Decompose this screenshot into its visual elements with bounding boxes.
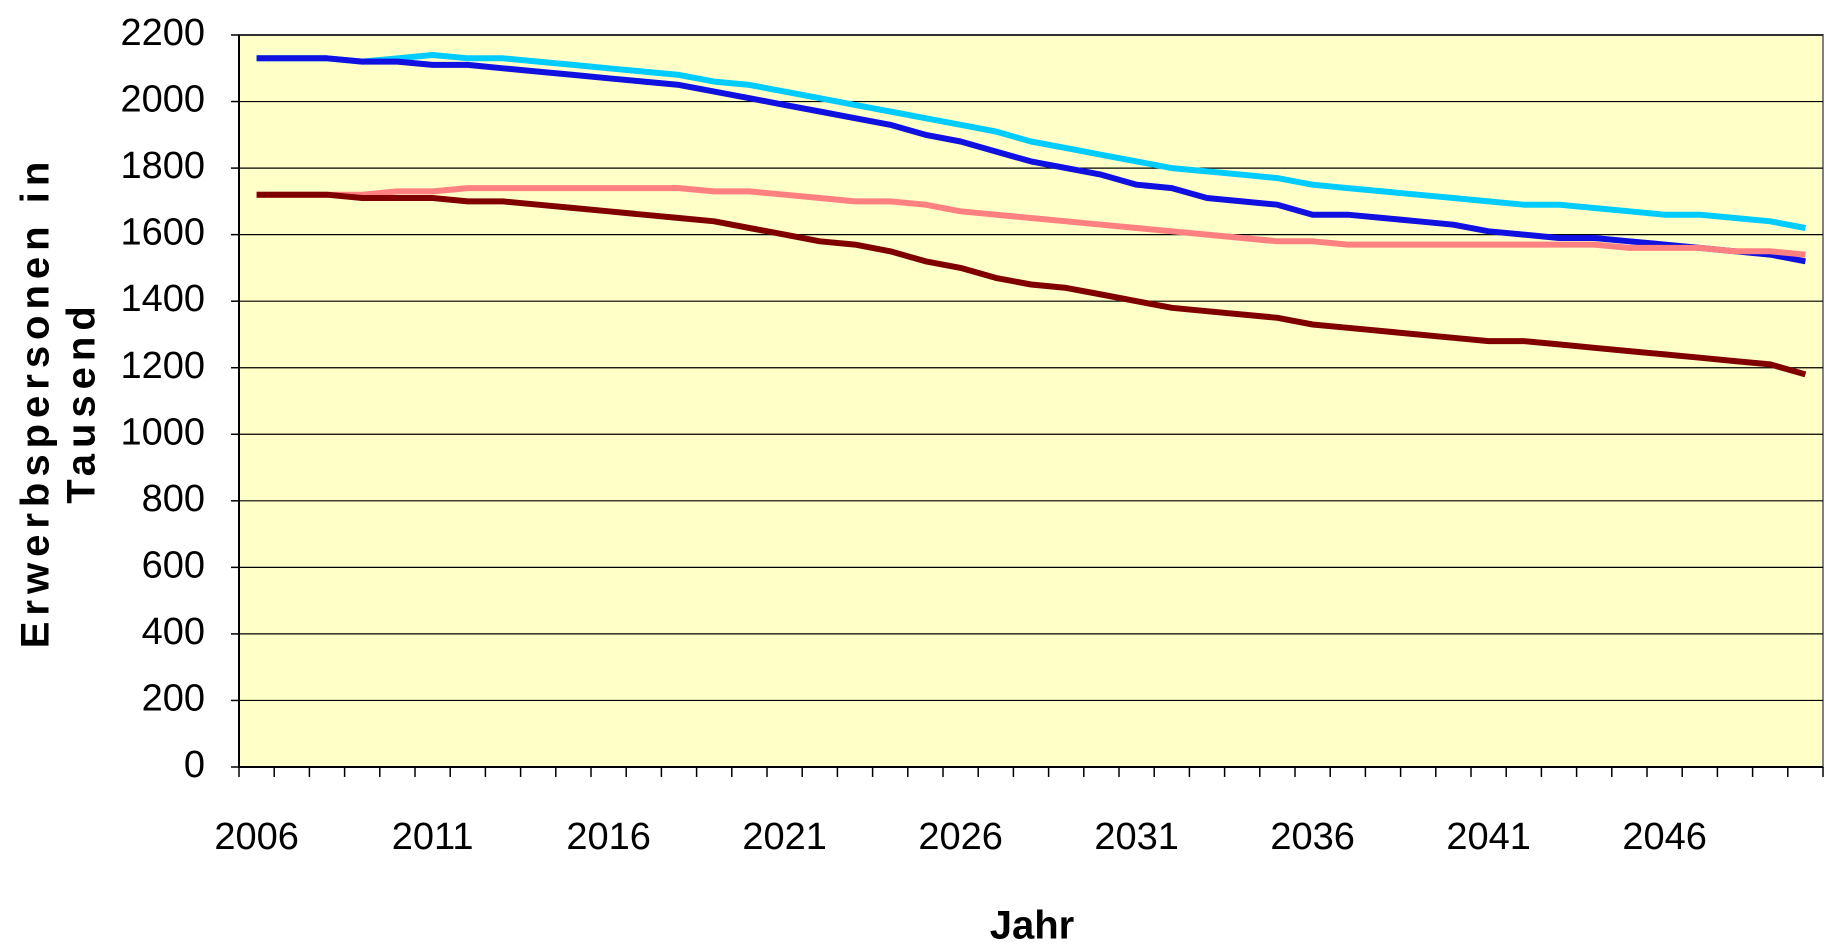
y-tick-label: 1000 (120, 411, 205, 453)
x-tick-label: 2041 (1446, 816, 1531, 858)
data-line (256, 191, 1807, 378)
y-tick-label: 2000 (120, 79, 205, 121)
y-tick-label: 800 (142, 478, 205, 520)
y-tick-label: 0 (184, 744, 205, 786)
x-tick-label: 2011 (392, 816, 474, 858)
y-tick-label: 200 (142, 677, 205, 719)
x-tick-label: 2021 (742, 816, 827, 858)
x-tick-label: 2046 (1622, 816, 1707, 858)
x-tick-label: 2036 (1270, 816, 1355, 858)
y-tick-label: 600 (142, 544, 205, 586)
x-tick-label: 2016 (566, 816, 651, 858)
x-tick-label: 2026 (918, 816, 1003, 858)
y-tick-label: 2200 (120, 12, 205, 54)
data-line (256, 55, 1806, 265)
plot-area (238, 34, 1824, 768)
y-axis-title: Erwerbspersonen in (14, 156, 58, 649)
y-tick-label: 1800 (120, 145, 205, 187)
y-tick-label: 400 (142, 611, 205, 653)
y-tick-label: 1200 (120, 345, 205, 387)
y-tick-label: 1400 (120, 278, 205, 320)
data-line (256, 52, 1806, 231)
data-line (256, 185, 1806, 258)
x-axis-title: Jahr (990, 904, 1075, 947)
x-tick-label: 2031 (1094, 816, 1179, 858)
y-axis-title: Tausend (60, 300, 104, 504)
x-tick-label: 2006 (214, 816, 299, 858)
y-tick-label: 1600 (120, 212, 205, 254)
